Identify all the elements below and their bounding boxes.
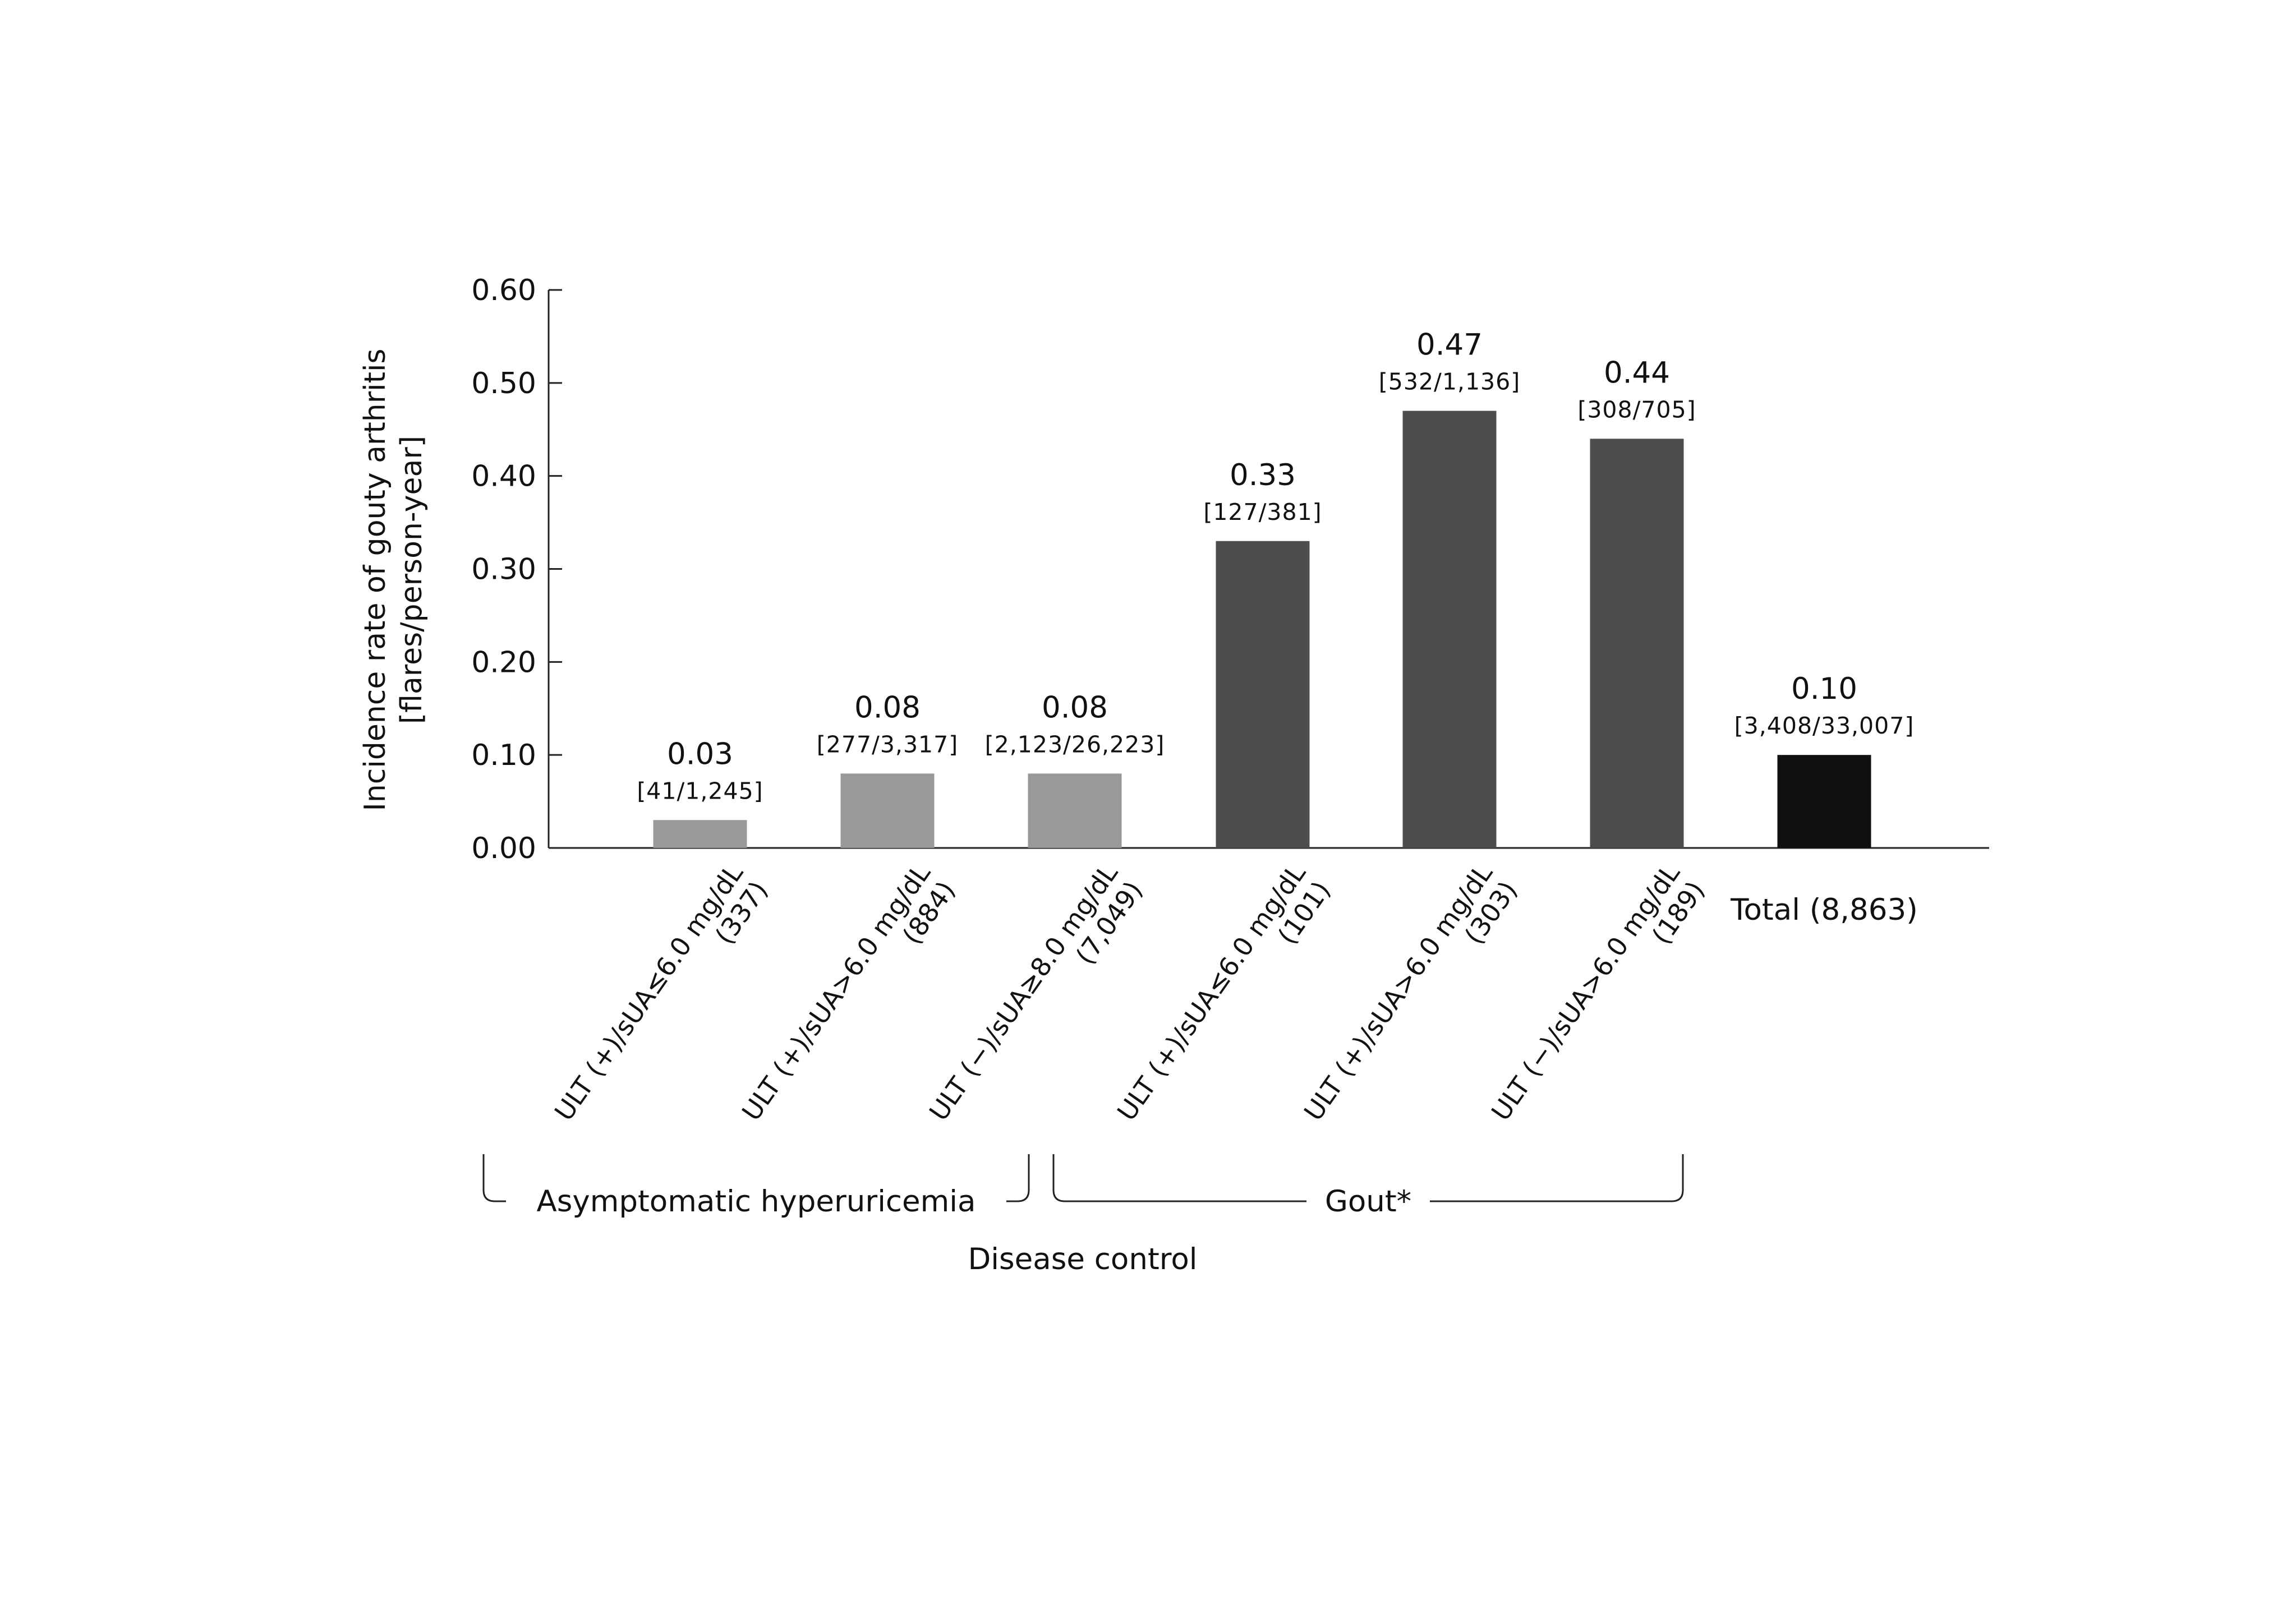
y-tick-label: 0.10	[471, 739, 536, 772]
y-axis-title-line-2: [flares/person-year]	[395, 436, 429, 724]
group-brackets: Asymptomatic hyperuricemia Gout*	[482, 1154, 1684, 1219]
bar-value-label: 0.44	[1604, 356, 1670, 390]
bar-count-label: [127/381]	[1203, 499, 1322, 525]
bar	[1402, 411, 1497, 848]
bar-value-label: 0.47	[1416, 328, 1483, 362]
x-category-labels: ULT (+)/sUA≤6.0 mg/dL(337)ULT (+)/sUA>6.…	[549, 858, 1918, 1126]
bar-count-label: [2,123/26,223]	[985, 731, 1165, 758]
y-tick-label: 0.60	[471, 274, 536, 307]
y-tick-label: 0.40	[471, 460, 536, 494]
bar	[1590, 439, 1684, 848]
group-bracket	[482, 1154, 1030, 1202]
x-category-label: Total (8,863)	[1730, 893, 1918, 927]
bar-value-label: 0.33	[1230, 458, 1296, 492]
bar	[653, 820, 747, 848]
bar-count-label: [3,408/33,007]	[1734, 712, 1915, 739]
bar	[1216, 541, 1310, 848]
bar-count-label: [308/705]	[1577, 396, 1696, 423]
y-tick-label: 0.20	[471, 645, 536, 679]
group-bracket	[1052, 1154, 1684, 1202]
group-label: Gout*	[1325, 1184, 1411, 1219]
y-axis-title-line-1: Incidence rate of gouty arthritis	[358, 348, 392, 811]
x-axis-title: Disease control	[968, 1242, 1197, 1276]
bar-value-label: 0.08	[854, 690, 921, 725]
bar-value-label: 0.03	[667, 737, 733, 771]
bar	[1028, 773, 1122, 848]
y-axis: 0.00 0.10 0.20 0.30 0.40 0.50 0.60	[471, 274, 1989, 865]
bar	[840, 773, 935, 848]
bar-value-label: 0.08	[1042, 690, 1108, 725]
bars: [41/1,245] 0.03 [277/3,317] 0.08 [2,123/26,2…	[637, 328, 1915, 848]
bar-count-label: [277/3,317]	[817, 731, 958, 758]
bar	[1777, 755, 1871, 848]
y-tick-label: 0.00	[471, 832, 536, 865]
bar-value-label: 0.10	[1791, 672, 1857, 706]
x-category-label: ULT (+)/sUA≤6.0 mg/dL	[549, 858, 749, 1126]
y-tick-label: 0.50	[471, 367, 536, 400]
y-tick-label: 0.30	[471, 553, 536, 587]
bar-count-label: [532/1,136]	[1379, 368, 1520, 395]
group-label: Asymptomatic hyperuricemia	[537, 1184, 976, 1219]
bar-count-label: [41/1,245]	[637, 777, 763, 804]
